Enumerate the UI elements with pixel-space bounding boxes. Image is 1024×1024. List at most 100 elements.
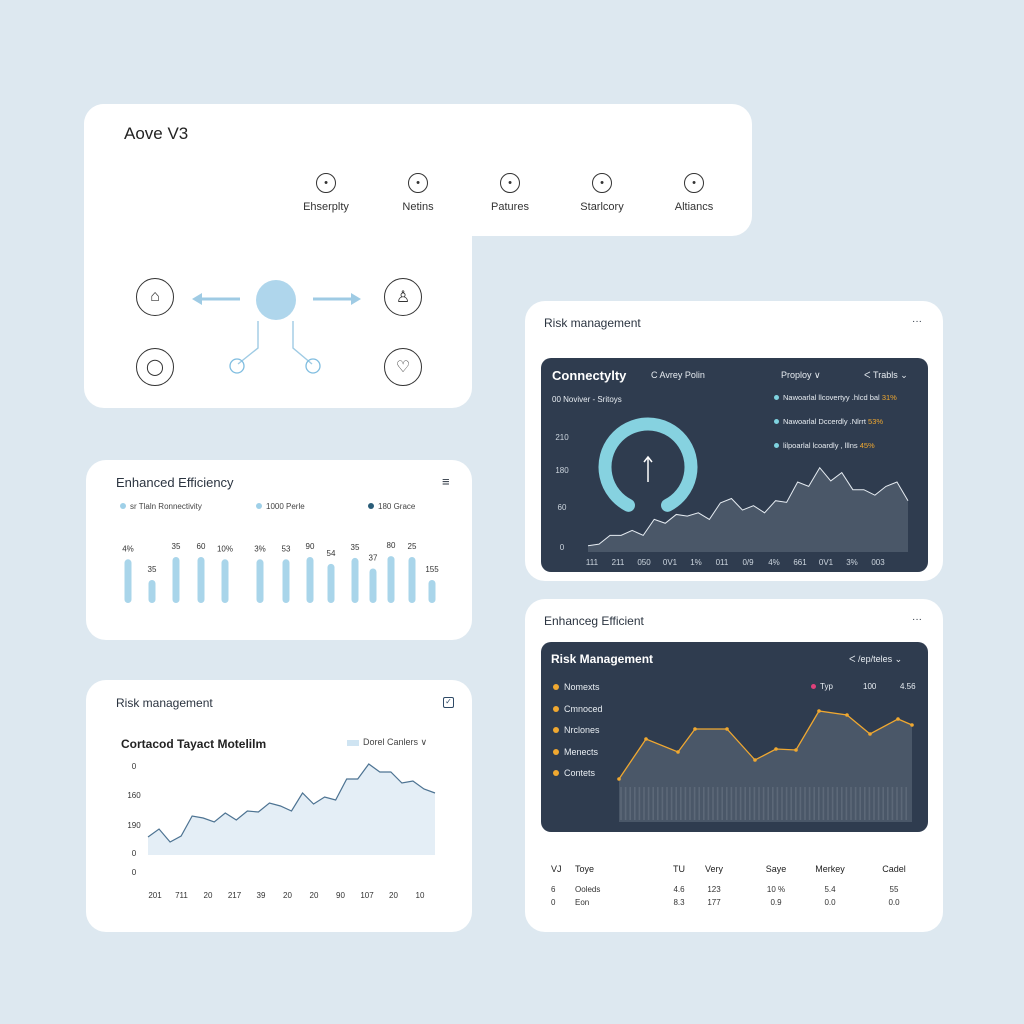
nav-item-4[interactable]: • Altiancs — [654, 173, 734, 213]
x-tick: 3% — [846, 558, 858, 567]
bar — [387, 556, 395, 603]
tag-label: C Avrey Polin — [651, 370, 705, 380]
bar — [282, 559, 290, 603]
gauge-ring — [598, 417, 698, 512]
table-header[interactable]: Toye — [575, 864, 595, 874]
heart-icon[interactable]: ♡ — [384, 348, 422, 386]
table-header[interactable]: Cadel — [882, 864, 906, 874]
area-line — [147, 763, 436, 843]
x-tick: 39 — [257, 891, 266, 900]
series-dropdown[interactable]: Dorel Canlers ∨ — [347, 737, 427, 748]
table-cell: 0.0 — [824, 898, 836, 907]
legend-value: 53% — [868, 417, 884, 426]
legend-dot — [553, 770, 559, 776]
person-icon: • — [316, 173, 336, 193]
x-tick: 211 — [612, 558, 625, 567]
y-tick: 160 — [127, 791, 141, 800]
more-button[interactable]: ··· — [912, 316, 922, 327]
bar-label: 60 — [197, 542, 206, 551]
nav-label: Netins — [402, 201, 434, 213]
table-cell: Ooleds — [575, 885, 601, 894]
menu-icon[interactable]: ≡ — [442, 474, 450, 489]
x-tick: 201 — [148, 891, 162, 900]
legend-label: Contets — [564, 768, 596, 778]
x-tick: 10 — [416, 891, 425, 900]
proploy-dropdown[interactable]: Proploy ∨ — [781, 370, 821, 380]
bucket-icon[interactable]: ♙ — [384, 278, 422, 316]
house-icon[interactable]: ⌂ — [136, 278, 174, 316]
table-header[interactable]: Very — [704, 864, 723, 874]
risk-panel-title: Risk Management — [551, 652, 654, 666]
y-tick: 0 — [132, 868, 137, 877]
bar-label: 54 — [327, 549, 336, 558]
data-point — [693, 727, 697, 731]
table-cell: 0 — [551, 898, 556, 907]
arrow-head — [643, 455, 653, 463]
data-point — [644, 737, 648, 741]
center-node — [256, 280, 296, 320]
app-title: Aove V3 — [124, 124, 189, 143]
bar — [408, 557, 416, 603]
x-tick: 661 — [793, 558, 807, 567]
nav-item-3[interactable]: • Starlcory — [562, 173, 642, 213]
table-cell: 0.0 — [888, 898, 900, 907]
nav-item-1[interactable]: • Netins — [378, 173, 458, 213]
legend-item-2: 180 Grace — [368, 502, 415, 511]
bar-label: 53 — [282, 544, 291, 553]
legend-label: Cmnoced — [564, 703, 603, 714]
bar — [351, 557, 359, 603]
table-cell: 8.3 — [673, 898, 685, 907]
legend-label: Nawoarlal Dccerdly .Nlrrt — [783, 417, 866, 426]
nav-label: Starlcory — [580, 201, 624, 213]
x-tick: 20 — [204, 891, 213, 900]
x-tick: 20 — [310, 891, 319, 900]
legend-item-1: Nawoarlal Dccerdly .Nlrrt 53% — [774, 417, 924, 427]
bar-label: 35 — [351, 543, 360, 552]
y-tick: 60 — [558, 503, 567, 512]
shield-icon[interactable]: ◯ — [136, 348, 174, 386]
bar — [221, 559, 229, 603]
table-header[interactable]: TU — [673, 864, 685, 874]
x-tick: 4% — [768, 558, 780, 567]
nav-item-0[interactable]: • Ehserplty — [286, 173, 366, 213]
bar-label: 3% — [254, 544, 266, 553]
data-point — [617, 777, 621, 781]
area-line — [587, 466, 909, 547]
table-cell: 177 — [707, 898, 721, 907]
table-cell: Eon — [575, 898, 590, 907]
table-header[interactable]: VJ — [551, 864, 562, 874]
legend-item-0: Nawoarlal llcovertyy .hlcd bal 31% — [774, 393, 924, 403]
dropdown-label: Dorel Canlers ∨ — [363, 737, 428, 747]
checkbox-icon[interactable]: ✓ — [443, 697, 454, 708]
date-range: 00 Noviver - Sritoys — [552, 395, 622, 404]
more-button[interactable]: ··· — [912, 614, 922, 625]
table-header[interactable]: Merkey — [815, 864, 845, 874]
risk-bottom-title: Risk management — [116, 696, 213, 710]
bar-label: 4% — [122, 544, 134, 553]
bar — [148, 580, 156, 603]
legend-value: 31% — [881, 393, 897, 402]
data-point — [896, 717, 900, 721]
bar — [428, 580, 436, 603]
legend-dot — [774, 419, 779, 424]
tables-dropdown[interactable]: ᐸ Trabls ⌄ — [864, 370, 908, 380]
typ-dot — [811, 684, 816, 689]
bar-label: 25 — [408, 542, 417, 551]
x-tick: 20 — [389, 891, 398, 900]
legend-label: Nomexts — [564, 682, 600, 692]
filter-dropdown[interactable]: ᐸ /ep/teles ⌄ — [849, 654, 903, 664]
nav-item-2[interactable]: • Patures — [470, 173, 550, 213]
table-cell: 55 — [889, 885, 899, 894]
connectivity-title: Connectylty — [552, 368, 627, 383]
bar — [124, 559, 132, 603]
x-tick: 111 — [586, 558, 599, 567]
bar — [306, 557, 314, 603]
legend-label: lilpoarlal lcoardly , lllns — [783, 441, 858, 450]
typ-label: Typ — [820, 682, 833, 691]
efficiency-card — [86, 460, 472, 640]
table-header[interactable]: Saye — [765, 864, 787, 874]
